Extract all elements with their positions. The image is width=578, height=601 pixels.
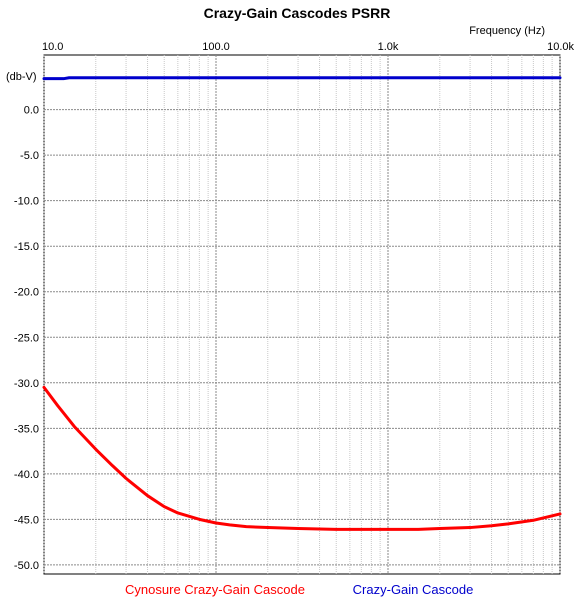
crazy-gain-cascode-point [43,78,45,80]
crazy-gain-cascode-series [42,76,562,81]
y-tick-label: -35.0 [14,423,39,435]
cynosure-crazy-gain-cascode-point [360,528,362,530]
cynosure-crazy-gain-cascode-point [163,506,165,508]
y-tick-label: -10.0 [14,196,39,208]
y-tick-label: -15.0 [14,241,39,253]
x-tick-labels: 10.0 100.0 1.0k 10.0k [42,41,574,53]
y-tick-label: -25.0 [14,332,39,344]
y-tick-label: -20.0 [14,287,39,299]
x-axis-label: Frequency (Hz) [469,25,545,37]
y-tick-label: 0.0 [24,105,39,117]
cynosure-crazy-gain-cascode-point [125,477,127,479]
cynosure-crazy-gain-cascode-point [387,528,389,530]
cynosure-crazy-gain-cascode-point [297,527,299,530]
cynosure-crazy-gain-cascode-point [229,524,231,526]
crazy-gain-cascode-point [68,77,70,79]
cynosure-crazy-gain-cascode-point [559,513,561,515]
grid-layer [43,54,561,575]
crazy-gain-cascode-point [215,77,217,79]
plot-frame [43,54,561,575]
cynosure-crazy-gain-cascode-point [245,526,247,528]
crazy-gain-cascode-point [62,78,65,80]
cynosure-crazy-gain-cascode-series [42,385,562,531]
cynosure-crazy-gain-cascode-point [43,386,45,388]
y-tick-label: -40.0 [14,469,39,481]
series-layer [42,76,562,531]
cynosure-crazy-gain-cascode-point [95,448,97,450]
cynosure-crazy-gain-cascode-point [146,495,149,497]
x-tick-label: 100.0 [202,41,230,53]
cynosure-crazy-gain-cascode-point [177,512,179,514]
y-tick-label: -5.0 [20,150,39,162]
y-tick-label: -50.0 [14,560,39,572]
crazy-gain-cascode-point [387,77,389,79]
chart-title: Crazy-Gain Cascodes PSRR [204,5,391,21]
cynosure-crazy-gain-cascode-point [335,528,337,530]
x-tick-label: 10.0 [42,41,63,53]
crazy-gain-cascode-point [559,77,561,79]
cynosure-crazy-gain-cascode-point [532,519,534,521]
cynosure-crazy-gain-cascode-point [111,465,114,467]
y-tick-labels: 0.0 -5.0 -10.0 -15.0 -20.0 -25.0 -30.0 -35.0 -40… [14,105,39,572]
legend-label-crazy-gain-cascode: Crazy-Gain Cascode [353,582,474,597]
cynosure-crazy-gain-cascode-point [439,527,441,530]
y-tick-label: -30.0 [14,378,39,390]
cynosure-crazy-gain-cascode-point [507,523,509,525]
legend-label-cynosure-crazy-gain-cascode: Cynosure Crazy-Gain Cascode [125,582,305,597]
crazy-gain-cascode-line [42,76,562,81]
cynosure-crazy-gain-cascode-point [417,528,419,530]
cynosure-crazy-gain-cascode-point [469,526,471,529]
x-tick-label: 1.0k [378,41,399,53]
cynosure-crazy-gain-cascode-point [73,425,75,428]
y-axis-label: (db-V) [6,71,37,83]
cynosure-crazy-gain-cascode-point [490,525,493,527]
cynosure-crazy-gain-cascode-point [57,404,59,407]
cynosure-crazy-gain-cascode-point [267,526,269,529]
cynosure-crazy-gain-cascode-point [215,522,217,524]
x-tick-label: 10.0k [547,41,574,53]
y-tick-label: -45.0 [14,514,39,526]
cynosure-crazy-gain-cascode-point [198,518,200,520]
